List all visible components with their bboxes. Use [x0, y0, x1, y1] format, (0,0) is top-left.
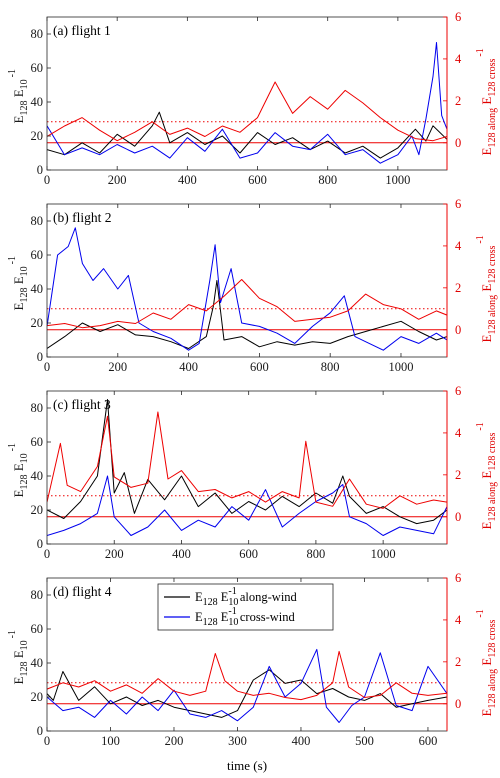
y-axis-label-left: E128 E10-1	[7, 69, 30, 124]
x-tick-label: 600	[250, 360, 269, 374]
x-tick-label: 800	[318, 173, 337, 187]
x-tick-label: 200	[108, 173, 127, 187]
y-tick-label-right: 6	[455, 384, 461, 398]
y-axis-label-left: E128 E10-1	[7, 630, 30, 685]
x-tick-label: 1000	[385, 173, 410, 187]
series-along-wind	[47, 111, 447, 159]
y-tick-label-left: 80	[31, 588, 44, 602]
plot-frame	[46, 390, 448, 545]
x-tick-label: 200	[165, 734, 184, 748]
y-tick-label-right: 4	[455, 613, 462, 627]
series-ratio	[47, 411, 447, 509]
x-tick-label: 200	[105, 547, 124, 561]
y-tick-label-left: 60	[31, 622, 44, 636]
y-tick-label-left: 40	[31, 469, 44, 483]
x-tick-label: 300	[228, 734, 247, 748]
series-ratio	[47, 650, 447, 701]
x-tick-label: 100	[101, 734, 120, 748]
y-tick-label-right: 0	[455, 510, 461, 524]
y-tick-label-left: 80	[31, 214, 44, 228]
y-tick-label-right: 6	[455, 197, 461, 211]
y-axis-label-left: E128 E10-1	[7, 256, 30, 311]
y-axis-label-right: E128 along E128 cross-1	[475, 422, 498, 529]
panel-title: (d) flight 4	[53, 584, 112, 599]
y-tick-label-left: 20	[31, 129, 44, 143]
x-tick-label: 400	[292, 734, 311, 748]
y-tick-label-left: 40	[31, 95, 44, 109]
y-tick-label-right: 2	[455, 655, 461, 669]
y-tick-label-left: 20	[31, 316, 44, 330]
y-tick-label-left: 80	[31, 401, 44, 415]
y-tick-label-left: 60	[31, 61, 44, 75]
x-tick-label: 600	[248, 173, 267, 187]
x-tick-label: 1000	[388, 360, 413, 374]
y-tick-label-right: 4	[455, 52, 462, 66]
panel-4: 0 100 200 300 400 500 600 0 20 40 60 80 0 2 4 6 (d) flig…	[7, 571, 498, 748]
y-tick-label-right: 4	[455, 426, 462, 440]
y-tick-label-left: 80	[31, 27, 44, 41]
y-tick-label-left: 40	[31, 656, 44, 670]
y-axis-label-right: E128 along E128 cross-1	[475, 235, 498, 342]
y-tick-label-left: 0	[37, 537, 43, 551]
y-tick-label-left: 60	[31, 248, 44, 262]
series-along-wind	[47, 280, 447, 349]
x-tick-label: 200	[108, 360, 127, 374]
x-tick-label: 800	[321, 360, 340, 374]
y-axis-label-left: E128 E10-1	[7, 443, 30, 498]
panel-title: (c) flight 3	[53, 397, 111, 412]
y-tick-label-right: 2	[455, 94, 461, 108]
series-cross-wind	[47, 42, 447, 164]
x-tick-label: 0	[44, 734, 50, 748]
series-cross-wind	[47, 227, 447, 351]
x-tick-label: 0	[44, 360, 50, 374]
y-tick-label-right: 0	[455, 697, 461, 711]
x-tick-label: 500	[355, 734, 374, 748]
y-axis-label-right: E128 along E128 cross-1	[475, 48, 498, 155]
y-tick-label-right: 6	[455, 571, 461, 585]
y-tick-label-left: 20	[31, 690, 44, 704]
legend-label-cross: E128 E10-1 cross-wind	[195, 606, 295, 628]
series-cross-wind	[47, 475, 447, 536]
y-tick-label-right: 4	[455, 239, 462, 253]
plot-frame	[46, 16, 448, 171]
panel-title: (b) flight 2	[53, 210, 112, 225]
x-tick-label: 600	[419, 734, 438, 748]
x-tick-label: 800	[307, 547, 326, 561]
series-cross-wind	[47, 648, 447, 723]
x-tick-label: 600	[239, 547, 258, 561]
x-tick-label: 0	[44, 173, 50, 187]
series-ratio	[47, 81, 447, 142]
y-tick-label-left: 0	[37, 724, 43, 738]
legend-label-along: E128 E10-1 along-wind	[195, 586, 298, 608]
x-tick-label: 400	[178, 173, 197, 187]
y-tick-label-left: 0	[37, 350, 43, 364]
y-tick-label-left: 40	[31, 282, 44, 296]
x-tick-label: 1000	[371, 547, 396, 561]
y-tick-label-right: 0	[455, 136, 461, 150]
x-tick-label: 400	[179, 360, 198, 374]
y-tick-label-left: 20	[31, 503, 44, 517]
y-tick-label-right: 0	[455, 323, 461, 337]
x-tick-label: 400	[172, 547, 191, 561]
plot-frame	[46, 203, 448, 358]
series-ratio	[47, 279, 447, 329]
y-tick-label-right: 2	[455, 468, 461, 482]
x-tick-label: 0	[44, 547, 50, 561]
legend-box	[157, 583, 334, 631]
y-tick-label-left: 0	[37, 163, 43, 177]
y-tick-label-right: 2	[455, 281, 461, 295]
panel-title: (a) flight 1	[53, 23, 111, 38]
y-tick-label-right: 6	[455, 10, 461, 24]
y-tick-label-left: 60	[31, 435, 44, 449]
x-axis-label: time (s)	[227, 758, 267, 773]
y-axis-label-right: E128 along E128 cross-1	[475, 609, 498, 716]
